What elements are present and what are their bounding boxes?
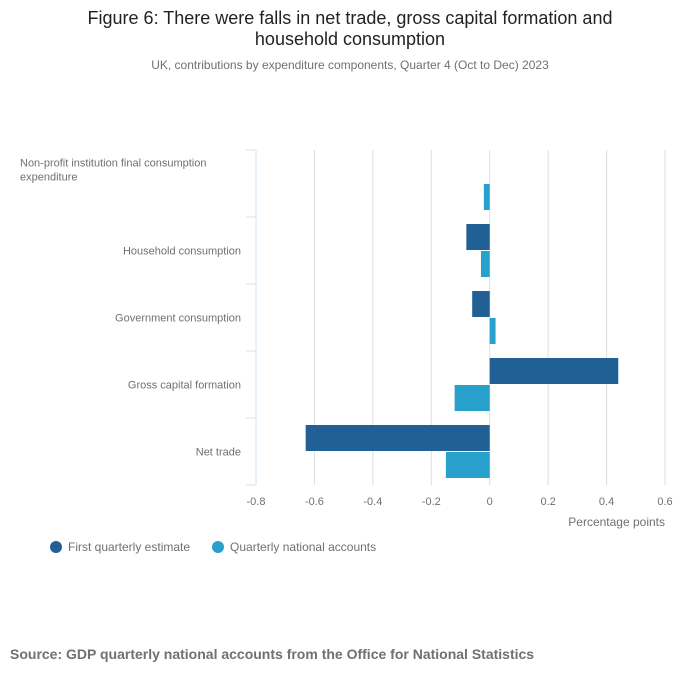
category-label: Government consumption: [115, 313, 241, 325]
bar-first-estimate: [305, 425, 490, 451]
source-note: Source: GDP quarterly national accounts …: [10, 646, 535, 662]
bar-first-estimate: [466, 224, 490, 250]
legend-item-first-estimate[interactable]: First quarterly estimate: [50, 540, 190, 554]
category-label-line: expenditure: [20, 172, 78, 184]
x-tick-label: 0.2: [540, 496, 555, 508]
x-tick-label: -0.6: [305, 496, 324, 508]
x-tick-label: -0.8: [247, 496, 266, 508]
category-label: Net trade: [196, 447, 241, 459]
category-label: Gross capital formation: [128, 380, 241, 392]
legend: First quarterly estimate Quarterly natio…: [50, 540, 376, 554]
bar-quarterly-national-accounts: [454, 385, 490, 411]
bar-first-estimate: [472, 291, 490, 317]
chart-title: Figure 6: There were falls in net trade,…: [87, 8, 613, 49]
x-tick-label: 0: [487, 496, 493, 508]
x-tick-label: -0.2: [422, 496, 441, 508]
bar-quarterly-national-accounts: [480, 251, 490, 277]
chart-subtitle: UK, contributions by expenditure compone…: [151, 58, 549, 72]
bar-quarterly-national-accounts: [489, 318, 496, 344]
bar-quarterly-national-accounts: [483, 184, 490, 210]
category-label: Household consumption: [123, 246, 241, 258]
x-tick-label: -0.4: [363, 496, 382, 508]
bar-quarterly-national-accounts: [445, 452, 490, 478]
legend-label-quarterly-national-accounts: Quarterly national accounts: [230, 540, 377, 554]
bar-chart: -0.8 -0.6 -0.4 -0.2 0 0.2 0.4 0.6 Non-profit ins…: [20, 149, 673, 529]
legend-swatch-first-estimate: [50, 541, 62, 553]
x-axis-title: Percentage points: [568, 515, 665, 529]
legend-item-quarterly-national-accounts[interactable]: Quarterly national accounts: [212, 540, 376, 554]
x-tick-label: 0.4: [599, 496, 614, 508]
bar-first-estimate: [489, 358, 619, 384]
category-label-line: Non-profit institution final consumption: [20, 158, 206, 170]
legend-swatch-quarterly-national-accounts: [212, 541, 225, 553]
legend-label-first-estimate: First quarterly estimate: [68, 540, 191, 554]
x-tick-label: 0.6: [657, 496, 672, 508]
